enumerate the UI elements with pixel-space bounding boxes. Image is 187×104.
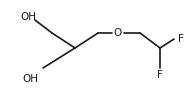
Text: OH: OH <box>20 12 36 22</box>
Text: OH: OH <box>22 74 38 84</box>
Text: F: F <box>178 34 184 44</box>
Text: F: F <box>157 70 163 80</box>
Text: O: O <box>114 28 122 38</box>
